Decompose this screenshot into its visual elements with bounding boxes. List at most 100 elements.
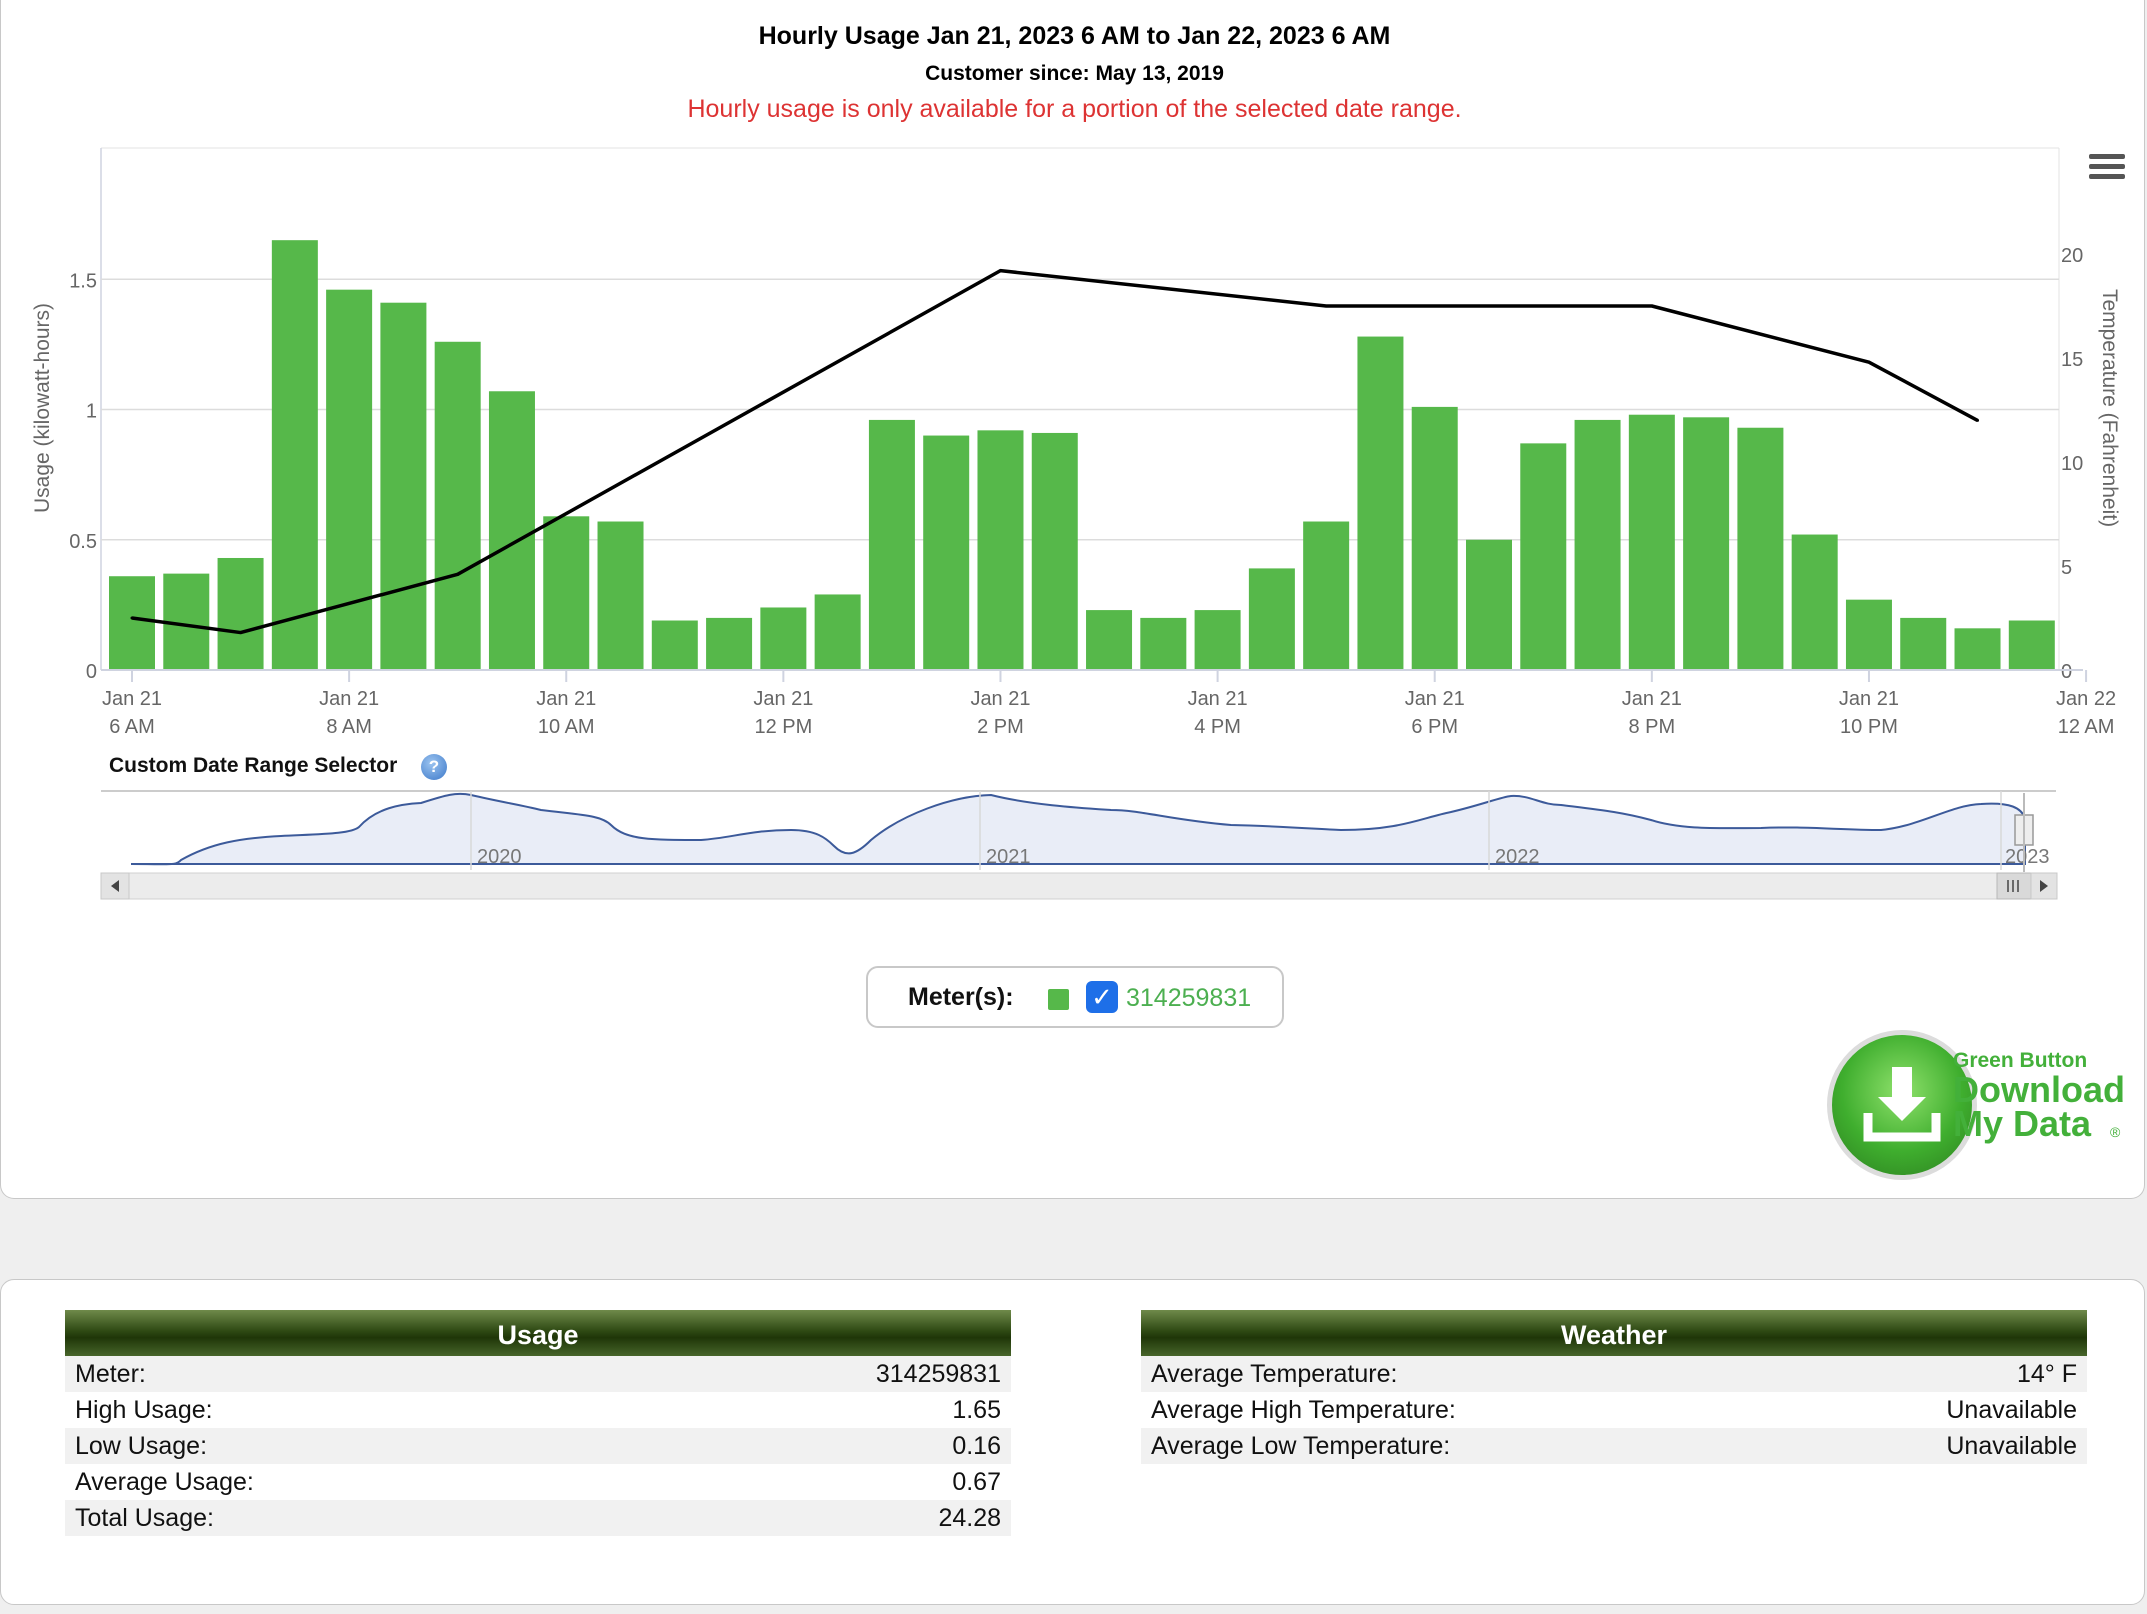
temperature-point (1650, 304, 1654, 308)
green-button-line2: Download (1953, 1069, 2125, 1110)
usage-value: 1.65 (952, 1396, 1001, 1424)
weather-row: Average Low Temperature: Unavailable (1141, 1428, 2087, 1464)
usage-bar (1791, 534, 1838, 670)
usage-bar (1357, 336, 1404, 670)
usage-bar (868, 419, 915, 670)
green-button-download[interactable]: Green Button Download My Data ® (1823, 1030, 2125, 1180)
chart-subtitle: Customer since: May 13, 2019 (925, 62, 1224, 85)
x-tick-time: 10 AM (538, 716, 595, 738)
y-right-tick-label: 0 (2061, 661, 2072, 683)
meter-checkbox[interactable]: ✓ (1086, 981, 1118, 1013)
usage-row: Average Usage: 0.67 (65, 1464, 1011, 1500)
chart-menu-icon[interactable] (2089, 154, 2125, 186)
x-tick-time: 6 PM (1411, 716, 1458, 738)
usage-table-title: Usage (65, 1310, 1011, 1356)
x-tick-date: Jan 22 (2056, 688, 2116, 710)
usage-bar (1737, 427, 1784, 670)
weather-label: Average Temperature: (1151, 1360, 1398, 1388)
usage-chart: 0 0.5 1 1.5 0 5 10 15 20 Usage (kilowatt-hours) Te… (31, 147, 2121, 900)
chart-title: Hourly Usage Jan 21, 2023 6 AM to Jan 22… (758, 22, 1391, 50)
temperature-point (130, 616, 134, 620)
y-right-axis-title: Temperature (Fahrenheit) (2098, 289, 2121, 527)
registered-mark: ® (2110, 1124, 2121, 1140)
chart-panel: Hourly Usage Jan 21, 2023 6 AM to Jan 22… (0, 0, 2145, 1199)
usage-value: 314259831 (875, 1360, 1001, 1388)
x-tick-time: 8 AM (326, 716, 372, 738)
usage-bar (1574, 419, 1621, 670)
x-tick-date: Jan 21 (319, 688, 379, 710)
usage-value: 0.67 (952, 1468, 1001, 1496)
y-tick-label: 1.5 (69, 270, 97, 292)
weather-table: Weather Average Temperature: 14° F Average… (1141, 1310, 2087, 1464)
temperature-point (1867, 360, 1871, 364)
x-tick-date: Jan 21 (970, 688, 1030, 710)
x-tick-date: Jan 21 (753, 688, 813, 710)
usage-bar (434, 341, 481, 670)
usage-bar (1140, 617, 1187, 670)
scrollbar-thumb (1996, 872, 2032, 900)
usage-bar (1900, 617, 1947, 670)
meter-id-label[interactable]: 314259831 (1126, 984, 1252, 1012)
usage-bar (923, 435, 970, 670)
usage-bar (977, 430, 1024, 670)
y-right-tick-label: 20 (2061, 245, 2083, 267)
usage-bar (1628, 414, 1675, 670)
usage-bar (380, 302, 427, 670)
usage-bar (1845, 599, 1892, 670)
usage-bar (488, 391, 535, 670)
navigator-year-label: 2020 (477, 846, 522, 868)
usage-label: Low Usage: (75, 1432, 208, 1460)
x-tick-date: Jan 21 (1622, 688, 1682, 710)
weather-table-title: Weather (1141, 1310, 2087, 1356)
usage-bar (217, 557, 264, 670)
usage-label: High Usage: (75, 1396, 213, 1424)
scroll-right-icon (2040, 880, 2048, 892)
y-tick-label: 0.5 (69, 531, 97, 553)
temperature-point (239, 631, 243, 635)
usage-value: 24.28 (938, 1504, 1001, 1532)
navigator-year-label: 2021 (986, 846, 1031, 868)
usage-bar (2008, 620, 2055, 670)
meter-label: Meter(s): (908, 983, 1014, 1011)
scroll-left-icon (111, 880, 119, 892)
x-tick-date: Jan 21 (1188, 688, 1248, 710)
temperature-point (1324, 304, 1328, 308)
date-range-selector-label: Custom Date Range Selector (109, 754, 398, 777)
navigator-year-label: 2023 (2005, 846, 2050, 868)
weather-label: Average Low Temperature: (1151, 1432, 1451, 1460)
y-axis-title: Usage (kilowatt-hours) (31, 303, 54, 513)
green-button-line3: My Data (1953, 1103, 2092, 1144)
weather-value: 14° F (2016, 1360, 2077, 1388)
weather-value: Unavailable (1946, 1432, 2077, 1460)
usage-row: High Usage: 1.65 (65, 1392, 1011, 1428)
usage-bar (1954, 628, 2001, 670)
usage-row: Total Usage: 24.28 (65, 1500, 1011, 1536)
x-tick-date: Jan 21 (536, 688, 596, 710)
meter-color-swatch (1048, 989, 1069, 1010)
download-icon (1827, 1030, 1977, 1180)
help-icon[interactable]: ? (421, 754, 447, 780)
usage-bar (1086, 610, 1133, 670)
usage-bar (109, 576, 155, 670)
usage-row: Low Usage: 0.16 (65, 1428, 1011, 1464)
usage-bar (597, 521, 644, 670)
weather-value: Unavailable (1946, 1396, 2077, 1424)
usage-bar (706, 617, 753, 670)
navigator-year-label: 2022 (1495, 846, 1540, 868)
navigator-series (130, 792, 2026, 866)
x-tick-time: 12 PM (754, 716, 812, 738)
usage-row: Meter: 314259831 (65, 1356, 1011, 1392)
green-button-line1: Green Button (1953, 1049, 2088, 1072)
usage-bar (271, 240, 318, 671)
usage-bar (760, 607, 807, 670)
y-tick-label: 0 (86, 661, 97, 683)
meter-legend: Meter(s): ✓ 314259831 (866, 966, 1284, 1028)
x-tick-date: Jan 21 (1839, 688, 1899, 710)
usage-label: Meter: (75, 1360, 146, 1388)
temperature-line (131, 268, 1979, 635)
weather-row: Average Temperature: 14° F (1141, 1356, 2087, 1392)
usage-bar (1194, 610, 1241, 670)
weather-label: Average High Temperature: (1151, 1396, 1456, 1424)
y-tick-label: 1 (86, 401, 97, 423)
temperature-point (998, 269, 1002, 273)
